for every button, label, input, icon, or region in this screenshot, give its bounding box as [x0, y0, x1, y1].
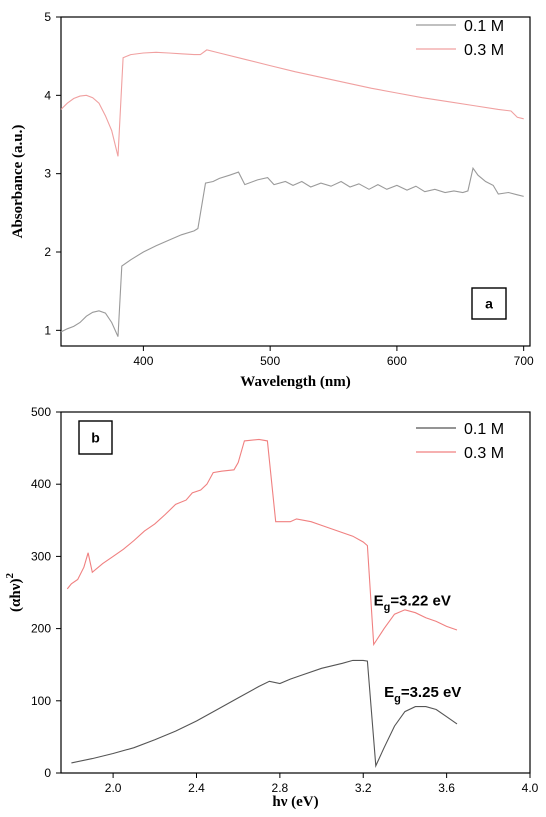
- plot-frame: [60, 411, 531, 774]
- y-axis-label: Absorbance (a.u.): [10, 125, 26, 239]
- panel-label-box: [471, 287, 507, 320]
- series-line-0-3-M: [60, 49, 524, 157]
- chart-panel-a: 400 500 600 700 1 2 3 4 5 0.1 M 0.3 M a Wavelength (…: [10, 10, 534, 390]
- annotation-subscript: g: [394, 693, 401, 705]
- x-axis-label: hν (eV): [272, 794, 318, 810]
- legend-label: 0.1 M: [464, 18, 504, 35]
- y-axis-label-superscript: 2: [4, 573, 16, 579]
- x-tick-label: 3.2: [355, 781, 372, 795]
- x-tick-label: 4.0: [522, 781, 539, 795]
- x-tick-label: 3.6: [438, 781, 455, 795]
- y-axis-label: (αhν)2: [4, 573, 24, 612]
- panel-label: b: [91, 430, 100, 446]
- y-tick-label: 400: [31, 477, 51, 491]
- series-line-0-1-M: [71, 659, 458, 768]
- series-line-0-1-M: [60, 166, 524, 337]
- x-tick-label: 400: [133, 354, 153, 368]
- y-tick-label: 3: [44, 167, 51, 181]
- x-tick-label: 2.8: [272, 781, 289, 795]
- chart-panel-b: 2.0 2.4 2.8 3.2 3.6 4.0 0 100 200 300 400 500 0.1 M 0…: [4, 405, 539, 810]
- x-tick-label: 500: [260, 354, 280, 368]
- annotation-subscript: g: [384, 601, 391, 613]
- y-axis-label-text: Absorbance (a.u.): [10, 125, 26, 239]
- x-tick-label: 600: [387, 354, 407, 368]
- y-tick-label: 200: [31, 622, 51, 636]
- annotation-rest: =3.22 eV: [390, 592, 450, 609]
- y-tick-label: 300: [31, 549, 51, 563]
- x-tick-label: 700: [514, 354, 534, 368]
- y-tick-label: 0: [44, 766, 51, 780]
- annotation-main: E: [374, 592, 384, 609]
- x-axis-label: Wavelength (nm): [240, 374, 350, 390]
- legend-label: 0.3 M: [464, 42, 504, 59]
- bandgap-annotation: Eg=3.25 eV: [384, 684, 461, 705]
- series-line-0-3-M: [66, 438, 458, 647]
- bandgap-annotation: Eg=3.22 eV: [374, 592, 451, 613]
- x-tick-label: 2.4: [188, 781, 205, 795]
- legend-label: 0.3 M: [464, 445, 504, 462]
- legend-label: 0.1 M: [464, 421, 504, 438]
- panel-label: a: [485, 296, 493, 312]
- x-tick-label: 2.0: [105, 781, 122, 795]
- annotation-rest: =3.25 eV: [401, 684, 461, 701]
- y-tick-label: 5: [44, 10, 51, 24]
- y-tick-label: 500: [31, 405, 51, 419]
- plot-frame: [60, 16, 531, 347]
- y-tick-label: 1: [44, 323, 51, 337]
- panel-label-box: [78, 420, 113, 455]
- y-axis-label-text: (αhν): [8, 579, 24, 612]
- y-tick-label: 100: [31, 694, 51, 708]
- y-tick-label: 4: [44, 88, 51, 102]
- annotation-main: E: [384, 684, 394, 701]
- y-tick-label: 2: [44, 245, 51, 259]
